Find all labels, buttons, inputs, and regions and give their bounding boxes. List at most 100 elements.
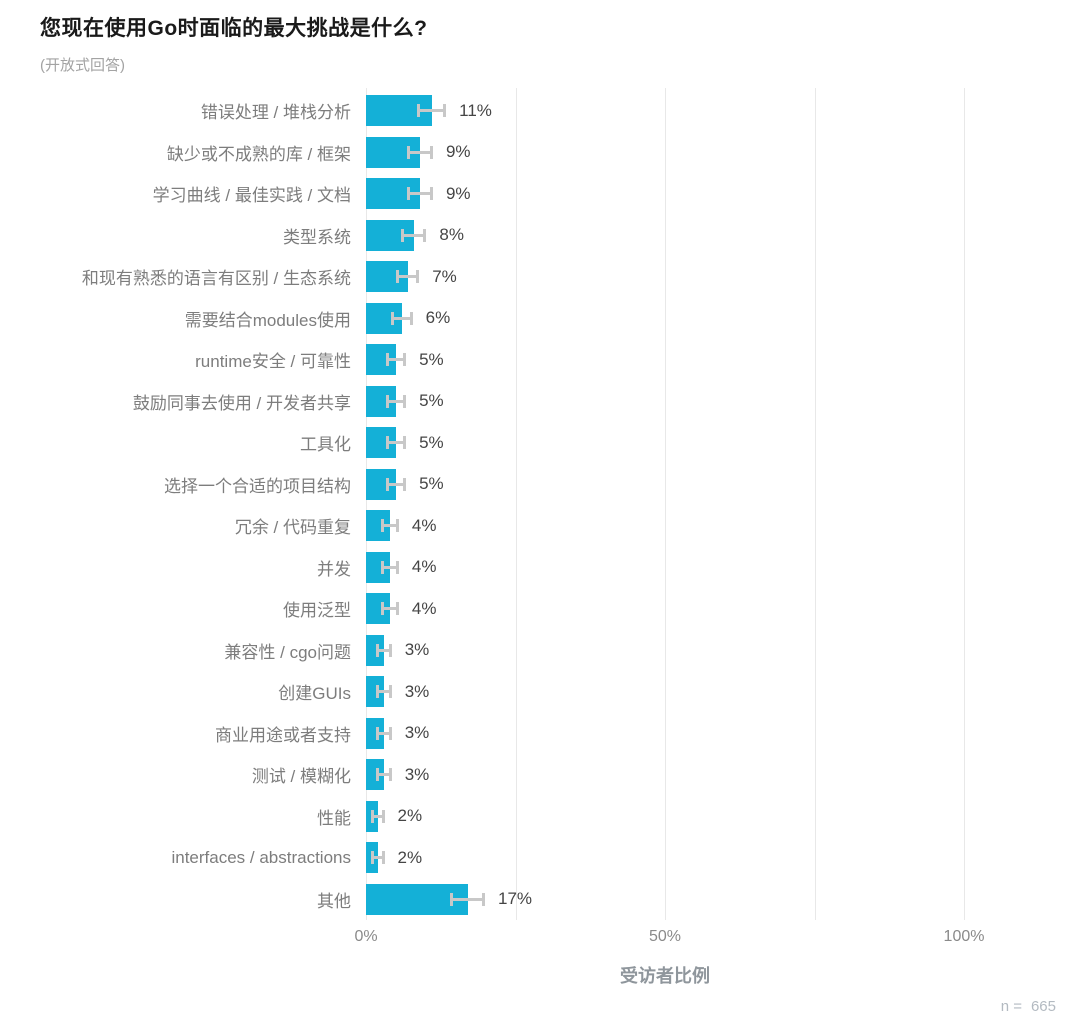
value-label: 11% [459,100,492,120]
plot-cell: 3% [366,754,1080,796]
error-bar [376,768,392,782]
chart-subtitle: (开放式回答) [40,57,125,74]
x-axis-ticks: 0% 50% 100% [0,928,1080,950]
value-label: 17% [498,889,533,909]
plot-cell: 4% [366,547,1080,589]
value-label: 3% [404,764,430,784]
error-bar-line [376,731,392,735]
plot-cell: 3% [366,713,1080,755]
error-bar [417,104,447,118]
error-bar-right-cap [403,436,407,450]
error-bar [371,809,385,823]
error-bar-right-cap [388,768,392,782]
error-bar-right-cap [481,892,485,906]
plot-cell: 8% [366,215,1080,257]
value-label: 9% [445,142,471,162]
x-tick-100: 100% [943,928,985,945]
error-bar [385,477,407,491]
category-label: 选择一个合适的项目结构 [164,476,351,496]
error-bar [380,602,399,616]
category-label: 类型系统 [283,227,351,247]
plot-cell: 2% [366,837,1080,879]
error-bar-right-cap [423,228,427,242]
bar-row: 测试 / 模糊化 3% [0,754,1080,796]
bar-row: 商业用途或者支持 3% [0,713,1080,755]
plot-cell: 5% [366,422,1080,464]
plot-cell: 17% [366,879,1080,921]
value-label: 4% [411,515,437,535]
category-label: 并发 [317,559,351,579]
error-bar [391,311,413,325]
error-bar-line [385,441,407,445]
value-label: 2% [397,847,423,867]
error-bar-right-cap [395,519,399,533]
error-bar-line [385,399,407,403]
value-label: 7% [432,266,457,286]
error-bar [380,519,399,533]
value-label: 5% [419,391,444,411]
bar-row: 工具化 5% [0,422,1080,464]
bar [366,676,384,707]
error-bar [376,685,392,699]
bar-row: 鼓励同事去使用 / 开发者共享 5% [0,381,1080,423]
plot-cell: 4% [366,588,1080,630]
chart-title: 您现在使用Go时面临的最大挑战是什么? [40,17,428,40]
error-bar-line [401,233,427,237]
error-bar [385,394,407,408]
error-bar-right-cap [388,643,392,657]
error-bar [396,270,420,284]
error-bar-right-cap [388,685,392,699]
error-bar-right-cap [388,726,392,740]
plot-cell: 3% [366,630,1080,672]
value-label: 3% [404,723,430,743]
category-label: 性能 [317,808,351,828]
error-bar-line [380,565,399,569]
error-bar-right-cap [403,477,407,491]
error-bar-right-cap [403,353,407,367]
plot-cell: 3% [366,671,1080,713]
category-label: 其他 [317,891,351,911]
bar-row: 并发 4% [0,547,1080,589]
error-bar-line [385,358,407,362]
value-label: 2% [397,806,423,826]
gridline-25pct [515,88,517,920]
plot-cell: 4% [366,505,1080,547]
sample-size-label: n = [1000,998,1022,1015]
error-bar [385,353,407,367]
value-label: 5% [419,474,444,494]
category-label: 冗余 / 代码重复 [234,518,351,538]
bar-row: 类型系统 8% [0,215,1080,257]
category-label: 工具化 [300,435,351,455]
category-label: 测试 / 模糊化 [251,767,351,787]
error-bar-line [376,773,392,777]
bar-row: 使用泛型 4% [0,588,1080,630]
bar [366,717,384,749]
bar-row: 选择一个合适的项目结构 5% [0,464,1080,506]
category-label: 学习曲线 / 最佳实践 / 文档 [152,186,351,206]
bar-row: 创建GUIs 3% [0,671,1080,713]
error-bar-right-cap [429,187,433,201]
error-bar-right-cap [409,311,413,325]
bar-row: 需要结合modules使用 6% [0,298,1080,340]
error-bar-line [376,690,392,694]
bar [366,510,390,541]
error-bar-line [376,648,392,652]
error-bar-right-cap [395,560,399,574]
x-tick-0: 0% [354,928,378,945]
error-bar [380,560,399,574]
error-bar-right-cap [443,104,447,118]
bar-row: 其他 17% [0,879,1080,921]
category-label: 兼容性 / cgo问题 [224,642,351,662]
plot-area [366,88,1066,920]
error-bar-right-cap [395,602,399,616]
value-label: 5% [419,432,444,452]
value-label: 4% [411,598,437,618]
error-bar-line [380,607,399,611]
bar-row: 性能 2% [0,796,1080,838]
gridline-0pct [366,88,367,920]
bar-row: 和现有熟悉的语言有区别 / 生态系统 7% [0,256,1080,298]
plot-cell: 7% [366,256,1080,298]
bar-row: 兼容性 / cgo问题 3% [0,630,1080,672]
value-label: 8% [439,225,464,245]
